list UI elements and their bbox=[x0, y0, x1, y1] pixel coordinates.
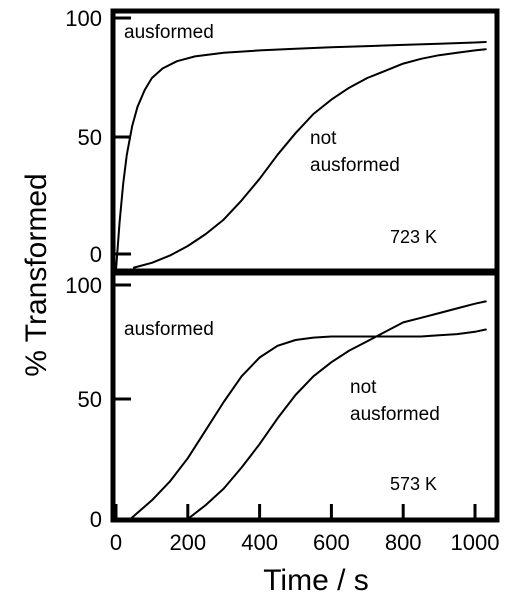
x-tick-label: 200 bbox=[169, 530, 206, 555]
y-axis-title: % Transformed bbox=[20, 173, 53, 376]
top-curve-ausformed bbox=[115, 41, 487, 271]
top-y-tick-label: 0 bbox=[90, 242, 102, 267]
x-tick-label: 0 bbox=[110, 530, 122, 555]
top-y-tick-label: 50 bbox=[78, 125, 102, 150]
top-series-label: ausformed bbox=[124, 22, 214, 43]
top-series-label: not ausformed bbox=[310, 128, 400, 176]
x-tick-label: 1000 bbox=[451, 530, 500, 555]
top-panel-frame bbox=[110, 8, 500, 274]
bottom-y-tick-label: 50 bbox=[78, 387, 102, 412]
bottom-temperature-label: 573 K bbox=[390, 474, 437, 494]
x-tick-label: 400 bbox=[241, 530, 278, 555]
bottom-panel-frame bbox=[110, 270, 500, 523]
bottom-series-label: ausformed bbox=[124, 319, 214, 340]
bottom-series-label: not ausformed bbox=[350, 377, 440, 425]
x-tick-label: 600 bbox=[313, 530, 350, 555]
x-axis-title: Time / s bbox=[263, 564, 369, 597]
top-panel: 0 50 100 ausformed not ausformed 723 K bbox=[65, 6, 500, 274]
x-tick-label: 800 bbox=[385, 530, 422, 555]
top-curve-not-ausformed bbox=[132, 48, 487, 269]
top-temperature-label: 723 K bbox=[390, 227, 437, 247]
bottom-curve-ausformed bbox=[129, 328, 487, 520]
top-y-tick-label: 100 bbox=[65, 6, 102, 31]
bottom-y-tick-label: 100 bbox=[65, 273, 102, 298]
bottom-curve-not-ausformed bbox=[186, 300, 487, 520]
bottom-y-tick-label: 0 bbox=[90, 507, 102, 532]
